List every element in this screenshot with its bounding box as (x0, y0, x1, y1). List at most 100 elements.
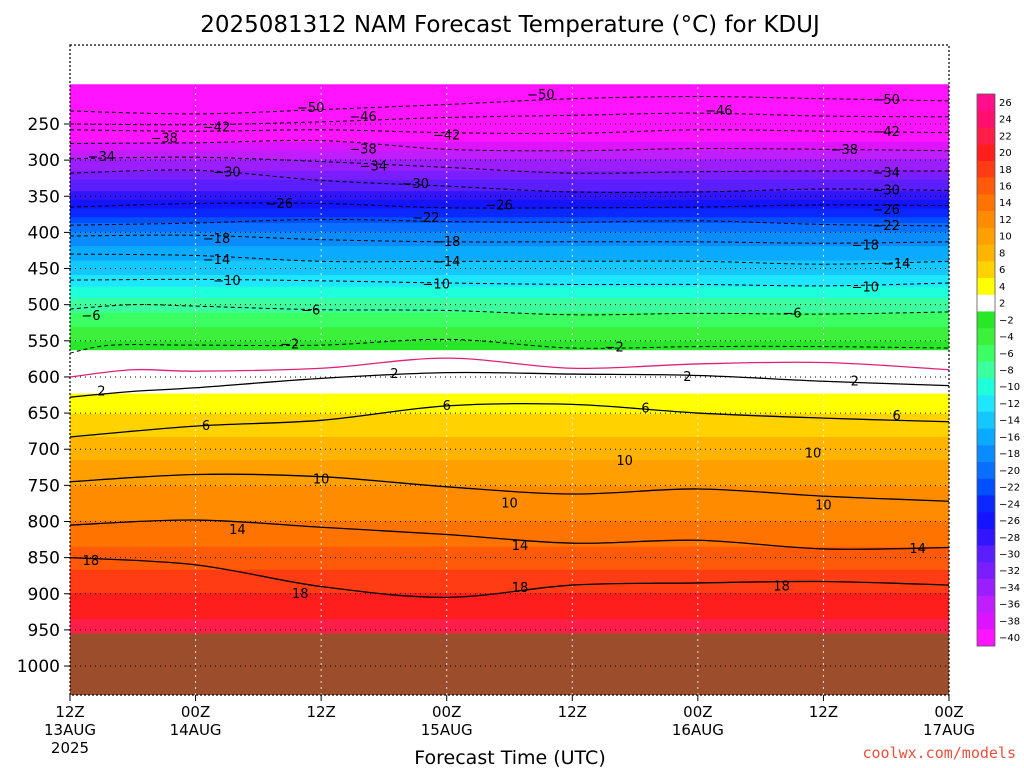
temperature-band (70, 188, 949, 192)
contour-label: −30 (213, 165, 240, 180)
temperature-band (70, 205, 949, 210)
contour-lines (70, 96, 949, 599)
temperature-band (70, 133, 949, 137)
temperature-band (70, 526, 949, 531)
colorbar-swatch (977, 462, 995, 480)
contour-label: −6 (301, 303, 320, 318)
temperature-band (70, 543, 949, 548)
temperature-band (70, 448, 949, 452)
temperature-band (70, 561, 949, 565)
contour-label: 18 (83, 554, 100, 569)
x-tick-label: 00Z (934, 703, 963, 721)
temperature-band (70, 555, 949, 559)
temperature-band (70, 610, 949, 614)
colorbar-swatch (977, 244, 995, 262)
contour-label: 2 (390, 367, 398, 382)
temperature-band (70, 208, 949, 213)
temperature-band (70, 584, 949, 588)
x-tick-label: 12Z (306, 703, 335, 721)
colorbar-swatch (977, 227, 995, 245)
temperature-band (70, 283, 949, 288)
contour-label: −10 (423, 277, 450, 292)
contour-label: −42 (433, 129, 460, 144)
contour-line (70, 338, 949, 354)
temperature-band (70, 512, 949, 516)
contour-label: 14 (909, 542, 926, 557)
temperature-band (70, 353, 949, 357)
colorbar-tick-label: −34 (999, 583, 1020, 594)
contour-label: −38 (150, 131, 177, 146)
colorbar-tick-label: 18 (999, 165, 1012, 176)
x-tick-label: 12Z (55, 703, 84, 721)
temperature-band (70, 436, 949, 441)
x-tick-label: 17AUG (923, 721, 975, 739)
temperature-band (70, 384, 949, 389)
colorbar-swatch (977, 160, 995, 178)
temperature-band (70, 428, 949, 432)
temperature-band (70, 260, 949, 265)
colorbar-swatch (977, 177, 995, 195)
temperature-band (70, 341, 949, 346)
temperature-band (70, 118, 949, 123)
temperature-band (70, 286, 949, 291)
colorbar-swatch (977, 294, 995, 312)
temperature-band (70, 173, 949, 178)
contour-label: −38 (831, 143, 858, 158)
colorbar-tick-label: 26 (999, 98, 1012, 109)
colorbar-swatch (977, 344, 995, 362)
contour-label: −42 (872, 125, 899, 140)
temperature-band (70, 462, 949, 467)
temperature-band (70, 303, 949, 308)
colorbar-frame (976, 93, 996, 647)
temperature-band (70, 517, 949, 522)
temperature-band (70, 442, 949, 447)
temperature-band (70, 249, 949, 253)
colorbar-swatch (977, 445, 995, 463)
temperature-band (70, 621, 949, 626)
x-tick-label: 12Z (558, 703, 587, 721)
temperature-band (70, 127, 949, 132)
temperature-band (70, 234, 949, 239)
temperature-band (70, 312, 949, 317)
temperature-band (70, 497, 949, 502)
contour-label: −14 (883, 257, 910, 272)
contour-label: −46 (349, 110, 376, 125)
x-tick-label: 13AUG (44, 721, 96, 739)
contour-label: −2 (280, 337, 299, 352)
temperature-band (70, 376, 949, 380)
colorbar-tick-label: 10 (999, 232, 1012, 243)
y-tick-label: 750 (28, 476, 60, 496)
contour-line (70, 357, 949, 378)
temperature-band (70, 506, 949, 510)
temperature-band (70, 491, 949, 496)
temperature-band (70, 220, 949, 224)
temperature-band (70, 529, 949, 533)
temperature-band (70, 113, 949, 117)
x-tick-label: 00Z (181, 703, 210, 721)
colorbar-swatch (977, 94, 995, 112)
temperature-band (70, 275, 949, 279)
temperature-band (70, 347, 949, 351)
temperature-band (70, 110, 949, 114)
contour-label: 6 (443, 399, 451, 414)
contour-label: 2 (851, 374, 859, 389)
temperature-band (70, 104, 949, 108)
temperature-band (70, 179, 949, 184)
temperature-band (70, 439, 949, 444)
temperature-band (70, 95, 949, 100)
contour-label: −10 (852, 280, 879, 295)
y-tick-label: 650 (28, 404, 60, 424)
temperature-band (70, 280, 949, 285)
contour-line (70, 304, 949, 316)
colorbar-tick-label: −26 (999, 516, 1020, 527)
temperature-band (70, 202, 949, 207)
colorbar-tick-label: 14 (999, 198, 1012, 209)
colorbar-tick-label: −32 (999, 566, 1020, 577)
temperature-band (70, 457, 949, 461)
temperature-band (70, 587, 949, 591)
contour-label: −34 (360, 160, 387, 175)
temperature-band (70, 379, 949, 383)
temperature-band (70, 387, 949, 392)
colorbar-tick-label: −24 (999, 499, 1020, 510)
